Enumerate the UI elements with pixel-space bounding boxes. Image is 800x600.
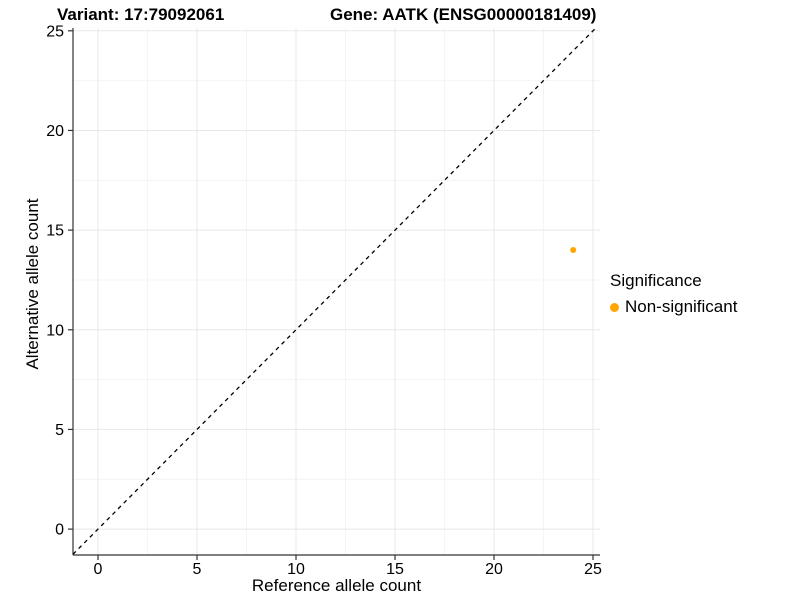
x-tick-label: 15 (386, 561, 404, 578)
y-tick-label: 15 (46, 223, 64, 240)
legend-item-label: Non-significant (625, 297, 738, 316)
x-tick-label: 25 (584, 561, 602, 578)
data-point (570, 247, 577, 254)
y-tick-label: 10 (46, 322, 64, 339)
x-axis-title: Reference allele count (251, 576, 422, 595)
legend-title: Significance (610, 271, 702, 290)
x-tick-label: 20 (485, 561, 503, 578)
y-axis-title: Alternative allele count (23, 198, 42, 370)
x-tick-label: 10 (287, 561, 305, 578)
legend-item-non-significant: Non-significant (610, 297, 737, 317)
x-tick-label: 0 (94, 561, 103, 578)
legend-point-icon (610, 302, 619, 312)
identity-reference-line (72, 27, 597, 555)
y-tick-label: 5 (55, 422, 64, 439)
x-tick-label: 5 (193, 561, 202, 578)
y-tick-label: 25 (46, 23, 64, 40)
plot-title-gene: Gene: AATK (ENSG00000181409) (330, 5, 597, 24)
y-tick-label: 20 (46, 123, 64, 140)
y-tick-label: 0 (55, 522, 64, 539)
legend: Significance Non-significant (610, 271, 737, 317)
plot-title-variant: Variant: 17:79092061 (57, 5, 225, 24)
